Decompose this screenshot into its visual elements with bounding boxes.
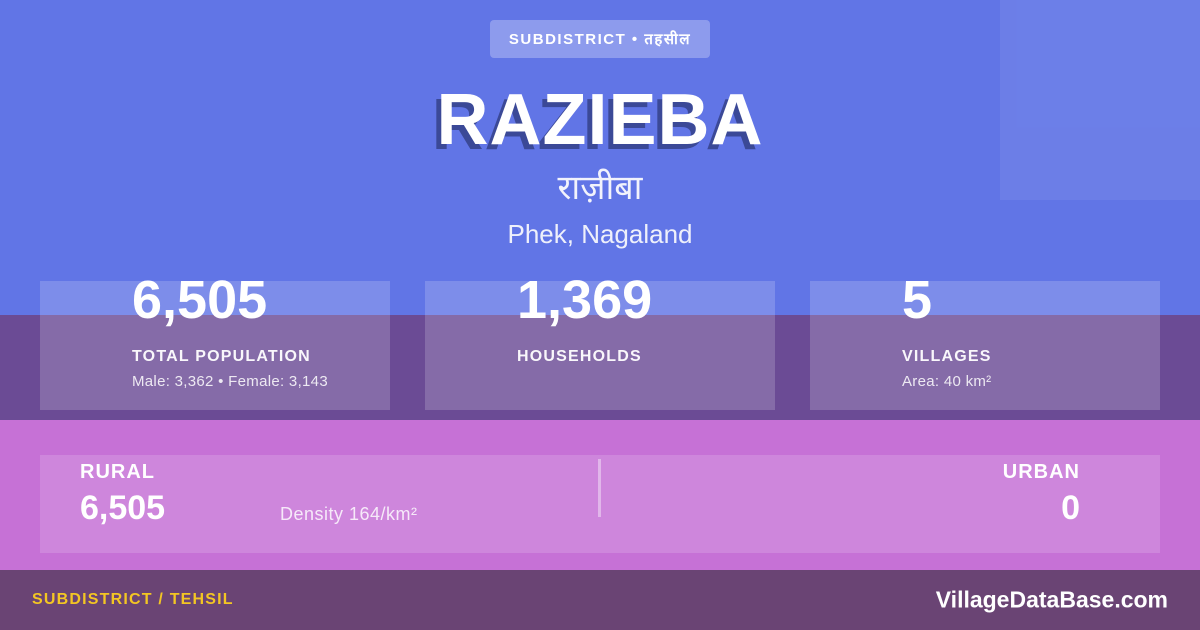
stat-card-total-population: 6,505 TOTAL POPULATION Male: 3,362 • Fem…: [40, 273, 390, 410]
stats-band-background: [0, 315, 1200, 420]
urban-value: 0: [1061, 489, 1080, 527]
local-language-title: राज़ीबा: [557, 169, 643, 207]
stat-value: 6,505: [132, 270, 268, 330]
stat-card-villages: 5 VILLAGES Area: 40 km²: [810, 273, 1160, 410]
footer-bar: SUBDISTRICT / TEHSIL VillageDataBase.com: [0, 570, 1200, 630]
urban-label: URBAN: [1002, 461, 1080, 483]
stat-label: VILLAGES: [902, 348, 992, 365]
hero-background: [0, 0, 1200, 315]
rural-value: 6,505: [80, 489, 166, 527]
rural-label: RURAL: [80, 461, 155, 483]
rural-stat: RURAL 6,505: [80, 462, 165, 525]
decorative-rectangle: [1000, 0, 1200, 200]
stat-sublabel: Male: 3,362 • Female: 3,143: [132, 373, 328, 390]
footer-type-label: SUBDISTRICT / TEHSIL: [32, 591, 234, 608]
urban-stat: URBAN 0: [1003, 462, 1080, 525]
type-badge: SUBDISTRICT • तहसील: [489, 20, 711, 58]
density-text: Density 164/km²: [280, 504, 418, 524]
stat-card-households: 1,369 HOUSEHOLDS: [425, 273, 775, 410]
type-badge-label: SUBDISTRICT • तहसील: [508, 31, 692, 48]
stat-value: 1,369: [517, 270, 653, 330]
rural-urban-panel: RURAL 6,505 Density 164/km² URBAN 0: [40, 455, 1160, 553]
stat-label: TOTAL POPULATION: [132, 348, 311, 365]
stat-value: 5: [902, 270, 933, 330]
vertical-divider: [598, 459, 601, 517]
stat-label: HOUSEHOLDS: [517, 348, 642, 365]
stat-sublabel: Area: 40 km²: [902, 373, 992, 390]
page-title: RAZIEBA: [436, 80, 764, 160]
site-link[interactable]: VillageDataBase.com: [935, 586, 1168, 613]
type-badge-row: SUBDISTRICT • तहसील: [0, 20, 1200, 58]
rural-urban-band-background: [0, 420, 1200, 570]
location-subtitle: Phek, Nagaland: [507, 219, 693, 249]
